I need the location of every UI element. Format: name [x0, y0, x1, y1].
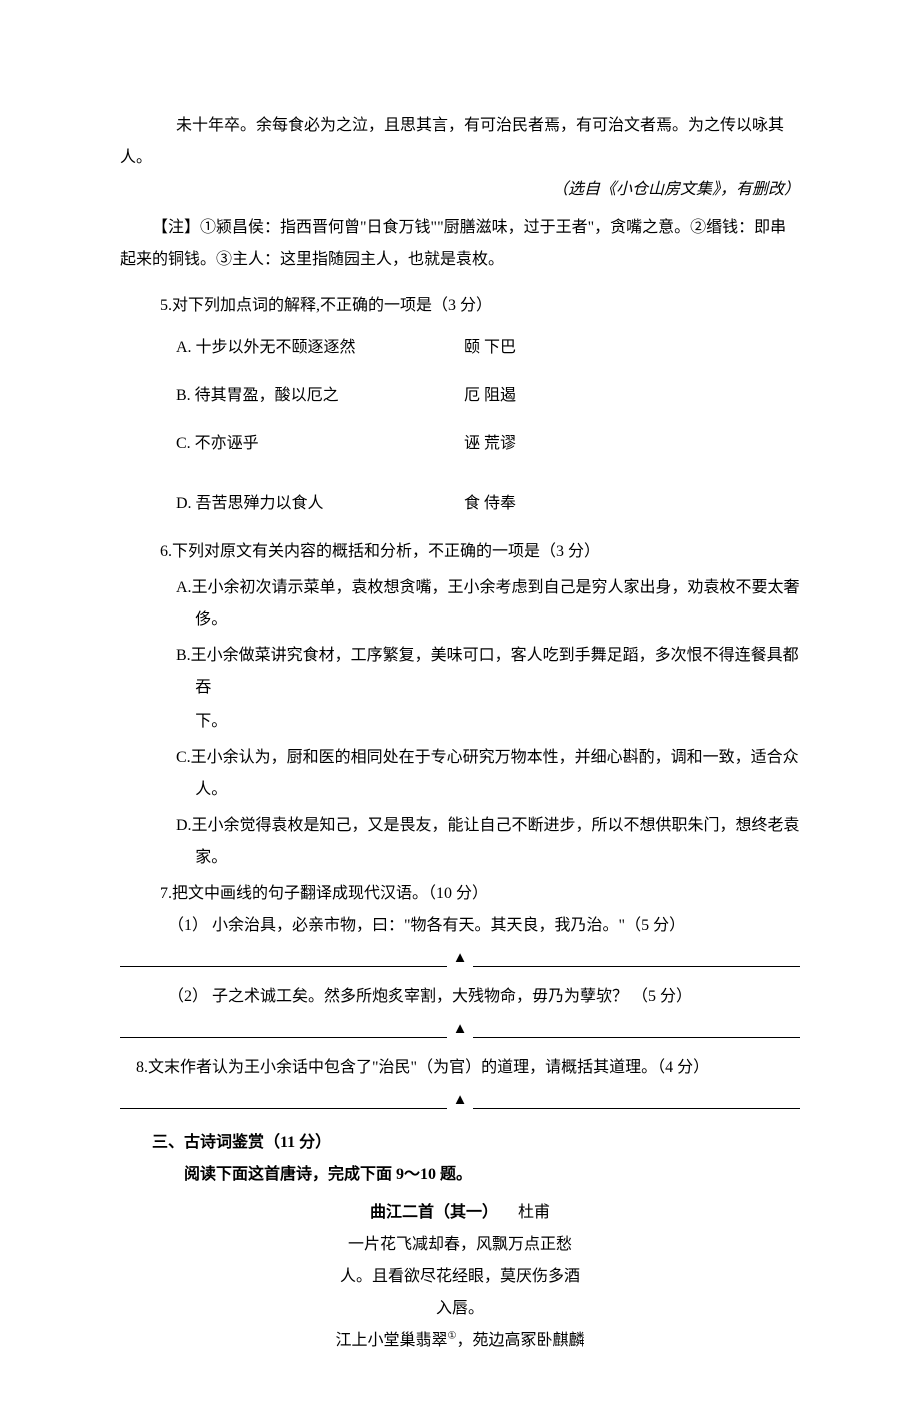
- q7-sub1: （1） 小余治具，必亲市物，曰："物各有天。其天良，我乃治。"（5 分）: [120, 910, 800, 942]
- q5-option-b-gloss: 厄 阻遏: [464, 380, 624, 412]
- q5-option-c-text: C. 不亦诬乎: [176, 428, 464, 460]
- q5-option-a-gloss: 颐 下巴: [464, 332, 624, 364]
- q5-option-d-gloss: 食 侍奉: [464, 488, 624, 520]
- q5-option-a-text: A. 十步以外无不颐逐逐然: [176, 332, 464, 364]
- underline-right: [473, 950, 800, 967]
- triangle-icon: ▲: [447, 951, 474, 966]
- q5-option-d: D. 吾苦思殚力以食人 食 侍奉: [120, 488, 800, 520]
- poem-line-1: 一片花飞减却春，风飘万点正愁: [120, 1229, 800, 1261]
- poem-title: 曲江二首（其一） 杜甫: [120, 1197, 800, 1229]
- q5-option-c: C. 不亦诬乎 诬 荒谬: [120, 428, 800, 460]
- q6-option-b-line1: B.王小余做菜讲究食材，工序繁复，美味可口，客人吃到手舞足蹈，多次恨不得连餐具都…: [139, 640, 800, 704]
- q8-stem: 8.文末作者认为王小余话中包含了"治民"（为官）的道理，请概括其道理。（4 分）: [120, 1052, 800, 1084]
- underline-right: [473, 1021, 800, 1038]
- poem-title-text: 曲江二首（其一）: [370, 1204, 498, 1221]
- q6-option-d: D.王小余觉得袁枚是知己，又是畏友，能让自己不断进步，所以不想供职朱门，想终老袁…: [139, 810, 800, 874]
- underline-left: [120, 1021, 447, 1038]
- q6-option-c: C.王小余认为，厨和医的相同处在于专心研究万物本性，并细心斟酌，调和一致，适合众…: [139, 742, 800, 806]
- passage-continuation-line1: 未十年卒。余每食必为之泣，且思其言，有可治民者焉，有可治文者焉。为之传以咏其: [120, 110, 800, 142]
- q6-option-a: A.王小余初次请示菜单，袁枚想贪嘴，王小余考虑到自己是穷人家出身，劝袁枚不要太奢…: [139, 572, 800, 636]
- answer-line-1: ▲: [120, 950, 800, 967]
- poem-line-3: 入唇。: [120, 1293, 800, 1325]
- poem-line-4a: 江上小堂巢翡翠: [336, 1332, 448, 1349]
- answer-line-2: ▲: [120, 1021, 800, 1038]
- passage-footnote: 【注】①颍昌侯：指西晋何曾"日食万钱""厨膳滋味，过于王者"，贪嘴之意。②缗钱：…: [120, 212, 800, 276]
- poem-footnote-marker: ①: [448, 1331, 457, 1342]
- q5-option-b: B. 待其胃盈，酸以厄之 厄 阻遏: [120, 380, 800, 412]
- q5-option-a: A. 十步以外无不颐逐逐然 颐 下巴: [120, 332, 800, 364]
- q6-stem: 6.下列对原文有关内容的概括和分析，不正确的一项是（3 分）: [120, 536, 800, 568]
- q5-option-b-text: B. 待其胃盈，酸以厄之: [176, 380, 464, 412]
- poem-author: 杜甫: [518, 1204, 550, 1221]
- triangle-icon: ▲: [447, 1022, 474, 1037]
- q6-option-b-line2: 下。: [120, 706, 800, 738]
- answer-line-3: ▲: [120, 1092, 800, 1109]
- q7-stem: 7.把文中画线的句子翻译成现代汉语。（10 分）: [120, 878, 800, 910]
- underline-left: [120, 1092, 447, 1109]
- poem-line-4b: ，苑边高冢卧麒麟: [456, 1332, 584, 1349]
- passage-source: （选自《小仓山房文集》，有删改）: [120, 174, 800, 206]
- passage-continuation-line2: 人。: [120, 142, 800, 174]
- underline-left: [120, 950, 447, 967]
- triangle-icon: ▲: [447, 1093, 474, 1108]
- section3-heading: 三、古诗词鉴赏（11 分）: [120, 1127, 800, 1159]
- q5-option-d-text: D. 吾苦思殚力以食人: [176, 488, 464, 520]
- q5-option-c-gloss: 诬 荒谬: [464, 428, 624, 460]
- q5-stem: 5.对下列加点词的解释,不正确的一项是（3 分）: [120, 290, 800, 322]
- poem-line-4: 江上小堂巢翡翠①，苑边高冢卧麒麟: [120, 1325, 800, 1357]
- q7-sub2: （2） 子之术诚工矣。然多所炮炙宰割，大残物命，毋乃为孽欤？ （5 分）: [120, 981, 800, 1013]
- section3-subheading: 阅读下面这首唐诗，完成下面 9～10 题。: [120, 1159, 800, 1191]
- underline-right: [473, 1092, 800, 1109]
- poem-line-2: 人。且看欲尽花经眼，莫厌伤多酒: [120, 1261, 800, 1293]
